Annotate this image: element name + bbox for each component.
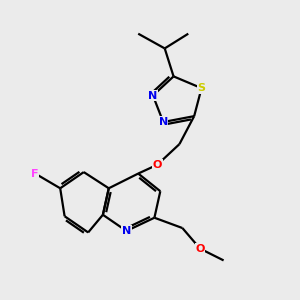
Text: O: O [153, 160, 162, 170]
Text: F: F [32, 169, 39, 178]
Text: O: O [195, 244, 205, 254]
Text: N: N [159, 117, 168, 127]
Text: N: N [122, 226, 131, 236]
Text: S: S [197, 83, 206, 93]
Text: N: N [148, 91, 158, 100]
